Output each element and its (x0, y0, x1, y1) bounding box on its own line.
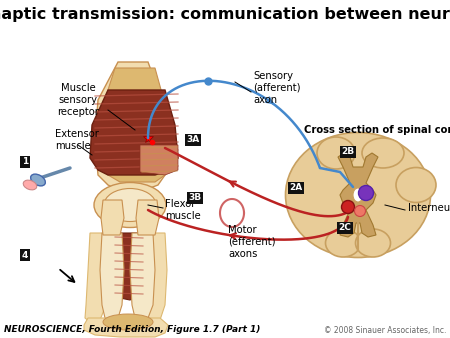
Ellipse shape (396, 168, 436, 202)
Polygon shape (136, 200, 159, 235)
Ellipse shape (362, 138, 404, 168)
Polygon shape (84, 318, 168, 337)
Text: Interneuron: Interneuron (408, 203, 450, 213)
Polygon shape (140, 145, 178, 175)
Circle shape (355, 206, 365, 217)
Ellipse shape (353, 188, 363, 202)
Text: 3B: 3B (189, 193, 202, 202)
Text: 2A: 2A (289, 184, 302, 193)
Polygon shape (85, 233, 108, 322)
Ellipse shape (23, 180, 37, 190)
Text: Extensor
muscle: Extensor muscle (55, 129, 99, 151)
Ellipse shape (356, 229, 391, 257)
Ellipse shape (103, 314, 153, 330)
Text: Sensory
(afferent)
axon: Sensory (afferent) axon (253, 71, 301, 104)
Text: Cross section of spinal cord: Cross section of spinal cord (304, 125, 450, 135)
Text: © 2008 Sinauer Associates, Inc.: © 2008 Sinauer Associates, Inc. (324, 325, 446, 335)
Ellipse shape (317, 137, 355, 169)
Polygon shape (95, 62, 168, 190)
Ellipse shape (104, 189, 156, 221)
Circle shape (359, 186, 374, 200)
Text: 2B: 2B (342, 147, 355, 156)
Polygon shape (100, 233, 124, 320)
Polygon shape (145, 233, 167, 322)
Ellipse shape (94, 183, 166, 227)
Text: 2C: 2C (338, 223, 351, 233)
Text: Synaptic transmission: communication between neurons: Synaptic transmission: communication bet… (0, 6, 450, 22)
Text: 3A: 3A (186, 136, 200, 145)
Text: 4: 4 (22, 250, 28, 260)
Text: Muscle
sensory
receptor: Muscle sensory receptor (57, 83, 99, 117)
Polygon shape (338, 153, 378, 237)
Polygon shape (130, 233, 155, 320)
Polygon shape (90, 90, 178, 175)
Text: 1: 1 (22, 158, 28, 167)
Circle shape (342, 200, 355, 214)
Text: NEUROSCIENCE, Fourth Edition, Figure 1.7 (Part 1): NEUROSCIENCE, Fourth Edition, Figure 1.7… (4, 325, 261, 335)
Text: Motor
(efferent)
axons: Motor (efferent) axons (228, 225, 275, 259)
Ellipse shape (31, 174, 45, 186)
Polygon shape (113, 233, 143, 300)
Polygon shape (100, 68, 170, 182)
Ellipse shape (285, 132, 431, 258)
Text: Flexor
muscle: Flexor muscle (165, 199, 201, 221)
Ellipse shape (325, 229, 360, 257)
Polygon shape (101, 200, 124, 235)
